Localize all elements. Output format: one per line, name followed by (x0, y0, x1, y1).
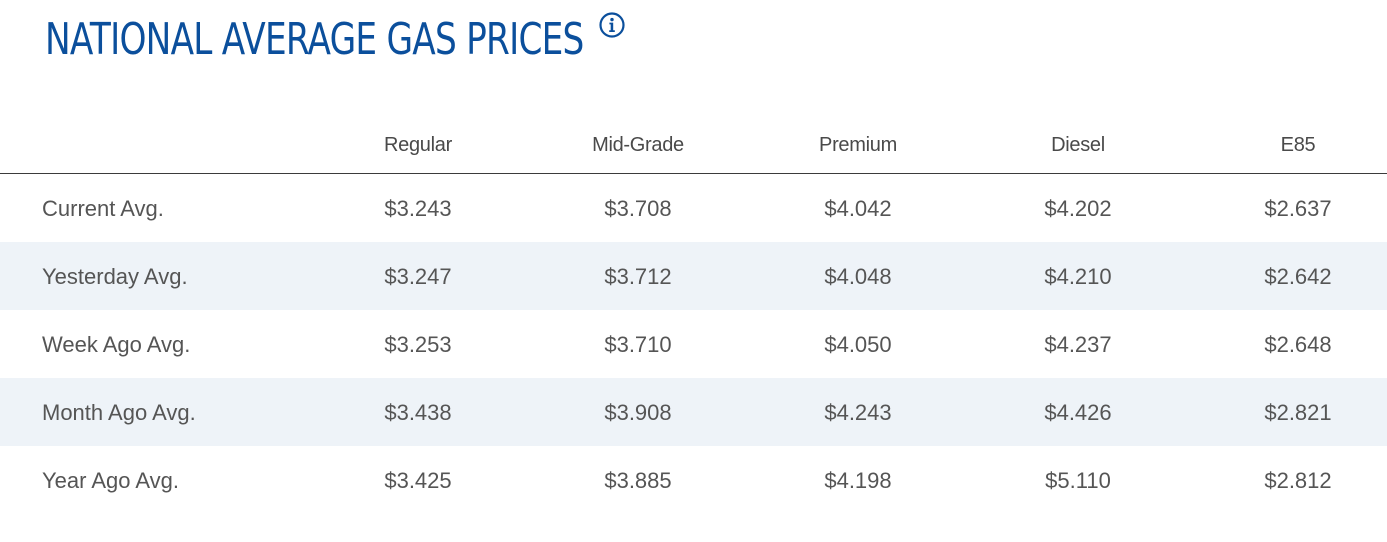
row-label: Week Ago Avg. (42, 332, 191, 357)
price-cell: $4.202 (1044, 196, 1112, 221)
table-row: Week Ago Avg. $3.253 $3.710 $4.050 $4.23… (0, 310, 1387, 378)
price-cell: $4.210 (1044, 264, 1112, 289)
price-cell: $3.710 (604, 332, 672, 357)
price-cell: $2.821 (1264, 400, 1332, 425)
table-row: Current Avg. $3.243 $3.708 $4.042 $4.202… (0, 174, 1387, 242)
price-cell: $3.712 (604, 264, 672, 289)
price-cell: $4.042 (824, 196, 892, 221)
price-cell: $3.253 (384, 332, 452, 357)
price-cell: $4.050 (824, 332, 892, 357)
row-label: Current Avg. (42, 196, 164, 221)
column-header-mid-grade: Mid-Grade (592, 134, 684, 156)
price-cell: $2.648 (1264, 332, 1332, 357)
price-cell: $3.908 (604, 400, 672, 425)
page-header: NATIONAL AVERAGE GAS PRICES (45, 12, 745, 74)
price-cell: $4.198 (824, 468, 892, 493)
row-label: Year Ago Avg. (42, 468, 180, 493)
table-row: Yesterday Avg. $3.247 $3.712 $4.048 $4.2… (0, 242, 1387, 310)
price-cell: $3.885 (604, 468, 672, 493)
price-cell: $3.243 (384, 196, 452, 221)
gas-prices-table: Regular Mid-Grade Premium Diesel E85 Cur… (0, 120, 1387, 514)
price-cell: $3.425 (384, 468, 452, 493)
price-cell: $4.237 (1044, 332, 1112, 357)
price-cell: $4.048 (824, 264, 892, 289)
column-header-premium: Premium (819, 134, 897, 156)
table-row: Month Ago Avg. $3.438 $3.908 $4.243 $4.4… (0, 378, 1387, 446)
table-row: Year Ago Avg. $3.425 $3.885 $4.198 $5.11… (0, 446, 1387, 514)
price-cell: $2.637 (1264, 196, 1332, 221)
price-cell: $3.247 (384, 264, 452, 289)
column-header-diesel: Diesel (1051, 134, 1105, 156)
price-cell: $5.110 (1045, 468, 1111, 493)
price-cell: $3.708 (604, 196, 672, 221)
price-cell: $3.438 (384, 400, 452, 425)
info-circle-icon[interactable] (599, 12, 625, 38)
table-header-row: Regular Mid-Grade Premium Diesel E85 (0, 120, 1387, 174)
row-label: Yesterday Avg. (42, 264, 188, 289)
price-cell: $2.642 (1264, 264, 1332, 289)
price-cell: $4.243 (824, 400, 892, 425)
column-header-regular: Regular (384, 134, 452, 156)
price-cell: $2.812 (1264, 468, 1332, 493)
price-cell: $4.426 (1044, 400, 1112, 425)
row-label: Month Ago Avg. (42, 400, 196, 425)
page-title: NATIONAL AVERAGE GAS PRICES (45, 14, 584, 65)
column-header-e85: E85 (1280, 134, 1316, 156)
